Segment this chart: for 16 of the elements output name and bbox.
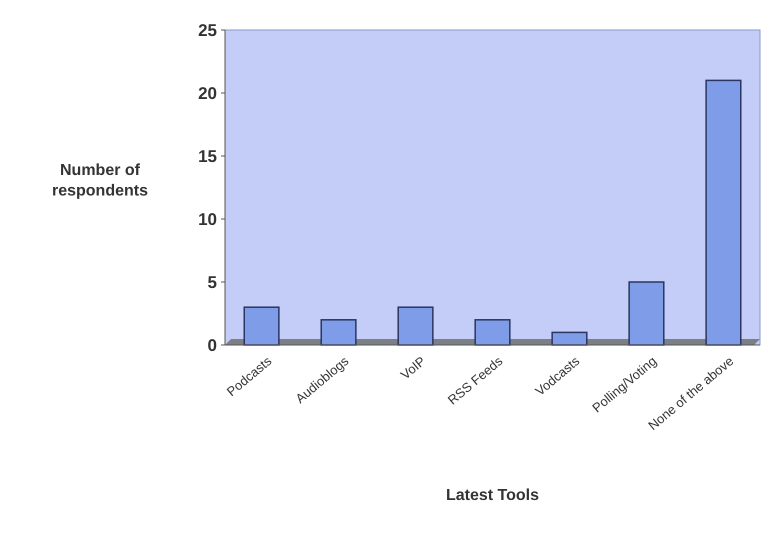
y-tick-label: 5 bbox=[208, 272, 217, 292]
y-tick-label: 0 bbox=[208, 336, 217, 355]
bar bbox=[243, 306, 280, 346]
y-tick-label: 20 bbox=[198, 84, 217, 103]
y-tick-label: 15 bbox=[198, 146, 217, 166]
y-axis-title: Number of respondents bbox=[52, 162, 148, 200]
y-tick-label: 10 bbox=[198, 210, 217, 229]
bar bbox=[397, 306, 434, 346]
x-tick-label: VoIP bbox=[398, 353, 428, 382]
bar bbox=[705, 80, 742, 346]
bar bbox=[551, 332, 588, 346]
bar bbox=[320, 319, 357, 346]
y-tick-label: 25 bbox=[198, 20, 217, 40]
bar bbox=[474, 319, 511, 346]
bar bbox=[628, 281, 665, 346]
x-axis-title: Latest Tools bbox=[446, 487, 540, 504]
